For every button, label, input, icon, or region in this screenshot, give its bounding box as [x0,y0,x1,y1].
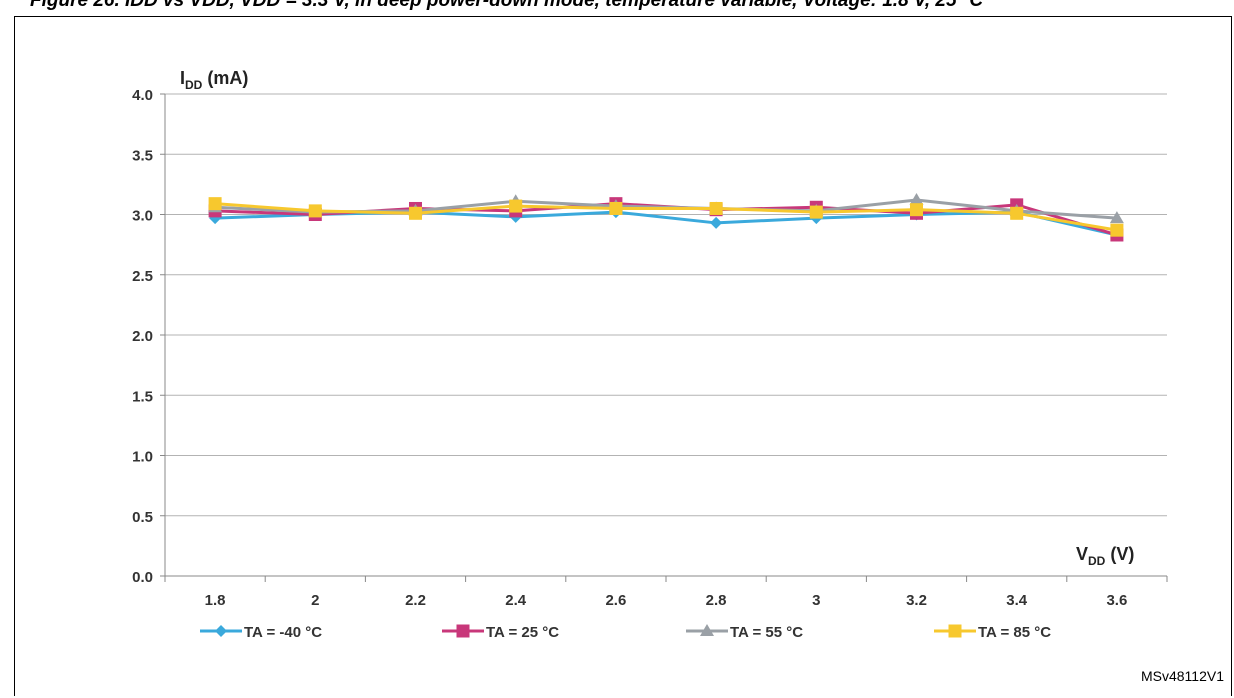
figure-frame [14,16,1232,696]
x-tick-label: 2.2 [405,592,426,609]
legend-item-2: TA = 55 °C [686,624,803,641]
figure-id-label: MSv48112V1 [1140,668,1224,684]
data-point [208,197,222,211]
y-tick-label: 1.0 [132,449,153,466]
series-1 [208,197,1124,242]
series-3 [208,197,1124,237]
x-tick-label: 1.8 [205,592,226,609]
data-point [910,203,923,217]
legend-swatch-marker [215,625,227,637]
y-axis-label: IDD (mA) [180,68,248,92]
x-axis-label-unit: (V) [1105,544,1134,564]
data-point [1010,206,1024,220]
y-axis-label-main: I [180,68,185,88]
x-tick-label: 2.8 [706,592,727,609]
x-axis-label-main: V [1076,544,1088,564]
y-tick-label: 1.5 [132,388,153,405]
data-point [1109,211,1124,224]
y-tick-label: 0.0 [132,569,153,586]
x-tick-label: 3.4 [1006,592,1028,609]
data-point [609,201,623,215]
series-line [215,210,1118,237]
legend-item-1: TA = 25 °C [442,624,559,641]
legend-label: TA = 85 °C [978,624,1051,641]
y-axis-label-unit: (mA) [202,68,248,88]
legend-swatch-marker [700,624,714,636]
y-axis-label-sub: DD [185,78,203,92]
x-tick-label: 2.6 [605,592,626,609]
y-tick-label: 3.5 [132,147,153,164]
data-point [710,216,723,229]
data-point [909,193,924,206]
legend: TA = -40 °C TA = 25 °C TA = 55 °C TA = 85 °… [200,624,1051,641]
data-point [809,205,823,219]
legend-swatch-marker [948,624,962,638]
x-axis-label: VDD (V) [1076,544,1134,568]
y-tick-label: 2.5 [132,268,153,285]
legend-item-0: TA = -40 °C [200,624,322,641]
y-tick-label: 4.0 [132,87,153,104]
y-tick-labels: 0.0 0.5 1.0 1.5 2.0 2.5 3.0 3.5 4.0 [132,87,153,586]
data-point [409,206,422,220]
legend-label: TA = 55 °C [730,624,803,641]
figure-caption-text: Figure 26. IDD vs VDD, VDD = 3.3 V, in d… [30,0,983,10]
legend-label: TA = -40 °C [244,624,322,641]
gridlines [165,93,1167,517]
x-tick-label: 3 [812,592,820,609]
y-tick-label: 2.0 [132,328,153,345]
x-tick-label: 2 [311,592,319,609]
x-tick-label: 2.4 [505,592,527,609]
legend-label: TA = 25 °C [486,624,559,641]
data-point [709,201,723,215]
x-tick-label: 3.2 [906,592,927,609]
data-point [509,199,523,213]
legend-item-3: TA = 85 °C [934,624,1051,641]
legend-swatch-marker [456,624,470,638]
y-tick-label: 0.5 [132,509,153,526]
x-axis-label-sub: DD [1088,554,1106,568]
data-point [308,204,322,218]
figure-caption: Figure 26. IDD vs VDD, VDD = 3.3 V, in d… [0,0,1234,10]
y-tick-label: 3.0 [132,208,153,225]
x-tick-label: 3.6 [1106,592,1127,609]
series-group [208,193,1124,242]
axes [160,93,1168,582]
data-point [1110,223,1124,237]
x-tick-labels: 1.8 2 2.2 2.4 2.6 2.8 3 3.2 3.4 3.6 [205,592,1128,609]
series-line [214,202,1118,232]
